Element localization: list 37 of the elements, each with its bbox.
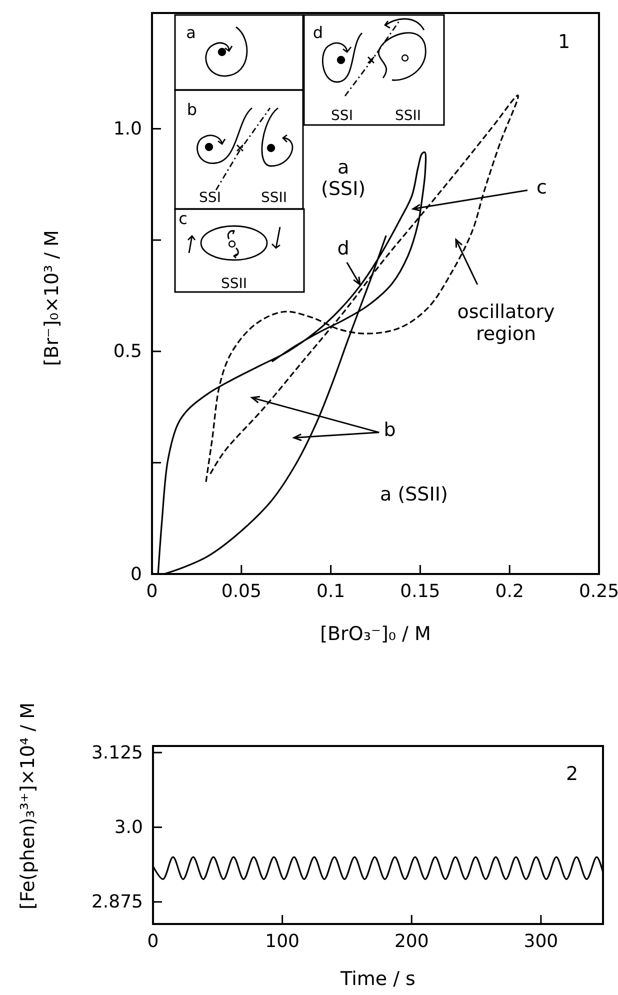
x-tick-label: 200 (394, 930, 429, 952)
x-axis-title: [BrO₃⁻]₀ / M (320, 623, 431, 645)
y-tick-label: 3.0 (114, 816, 143, 838)
annotation: SSI (199, 190, 221, 206)
y-tick-label: 3.125 (91, 742, 143, 764)
x-tick-label: 0.1 (316, 580, 346, 602)
x-tick-label: 0.05 (221, 580, 262, 602)
annotation: SSI (331, 108, 353, 124)
annotation: oscillatory region (457, 300, 555, 345)
annotation: a (186, 23, 196, 42)
annotation: c (536, 176, 548, 198)
annotation: SSII (394, 108, 422, 124)
x-tick-label: 0.2 (495, 580, 524, 602)
y-axis-title: [Br⁻]₀×10³ / M (41, 230, 63, 366)
annotation: a (SSII) (380, 484, 448, 506)
annotation: SSII (220, 276, 248, 292)
y-tick-label: 0 (130, 564, 142, 585)
x-tick-label: 100 (265, 930, 300, 952)
x-tick-label: 0.25 (578, 580, 618, 602)
x-axis-title: Time / s (340, 968, 416, 990)
annotation: d (337, 237, 350, 260)
x-tick-label: 0.15 (400, 580, 440, 602)
y-tick-label: 1.0 (113, 118, 142, 140)
annotation: SSII (260, 190, 288, 206)
y-tick-label: 2.875 (91, 892, 143, 913)
annotation: 1 (558, 31, 570, 53)
annotation: b (384, 418, 396, 441)
y-axis-title: [Fe(phen)₃³⁺]×10⁴ / M (17, 702, 39, 910)
x-tick-label: 0 (147, 930, 159, 952)
annotation: c (178, 209, 188, 228)
annotation: b (186, 100, 198, 119)
annotation: a (SSI) (321, 156, 366, 200)
annotation: d (312, 23, 324, 42)
y-tick-label: 0.5 (113, 341, 142, 362)
x-tick-label: 0 (146, 580, 158, 602)
x-tick-label: 300 (524, 930, 558, 952)
annotation: 2 (566, 763, 578, 785)
